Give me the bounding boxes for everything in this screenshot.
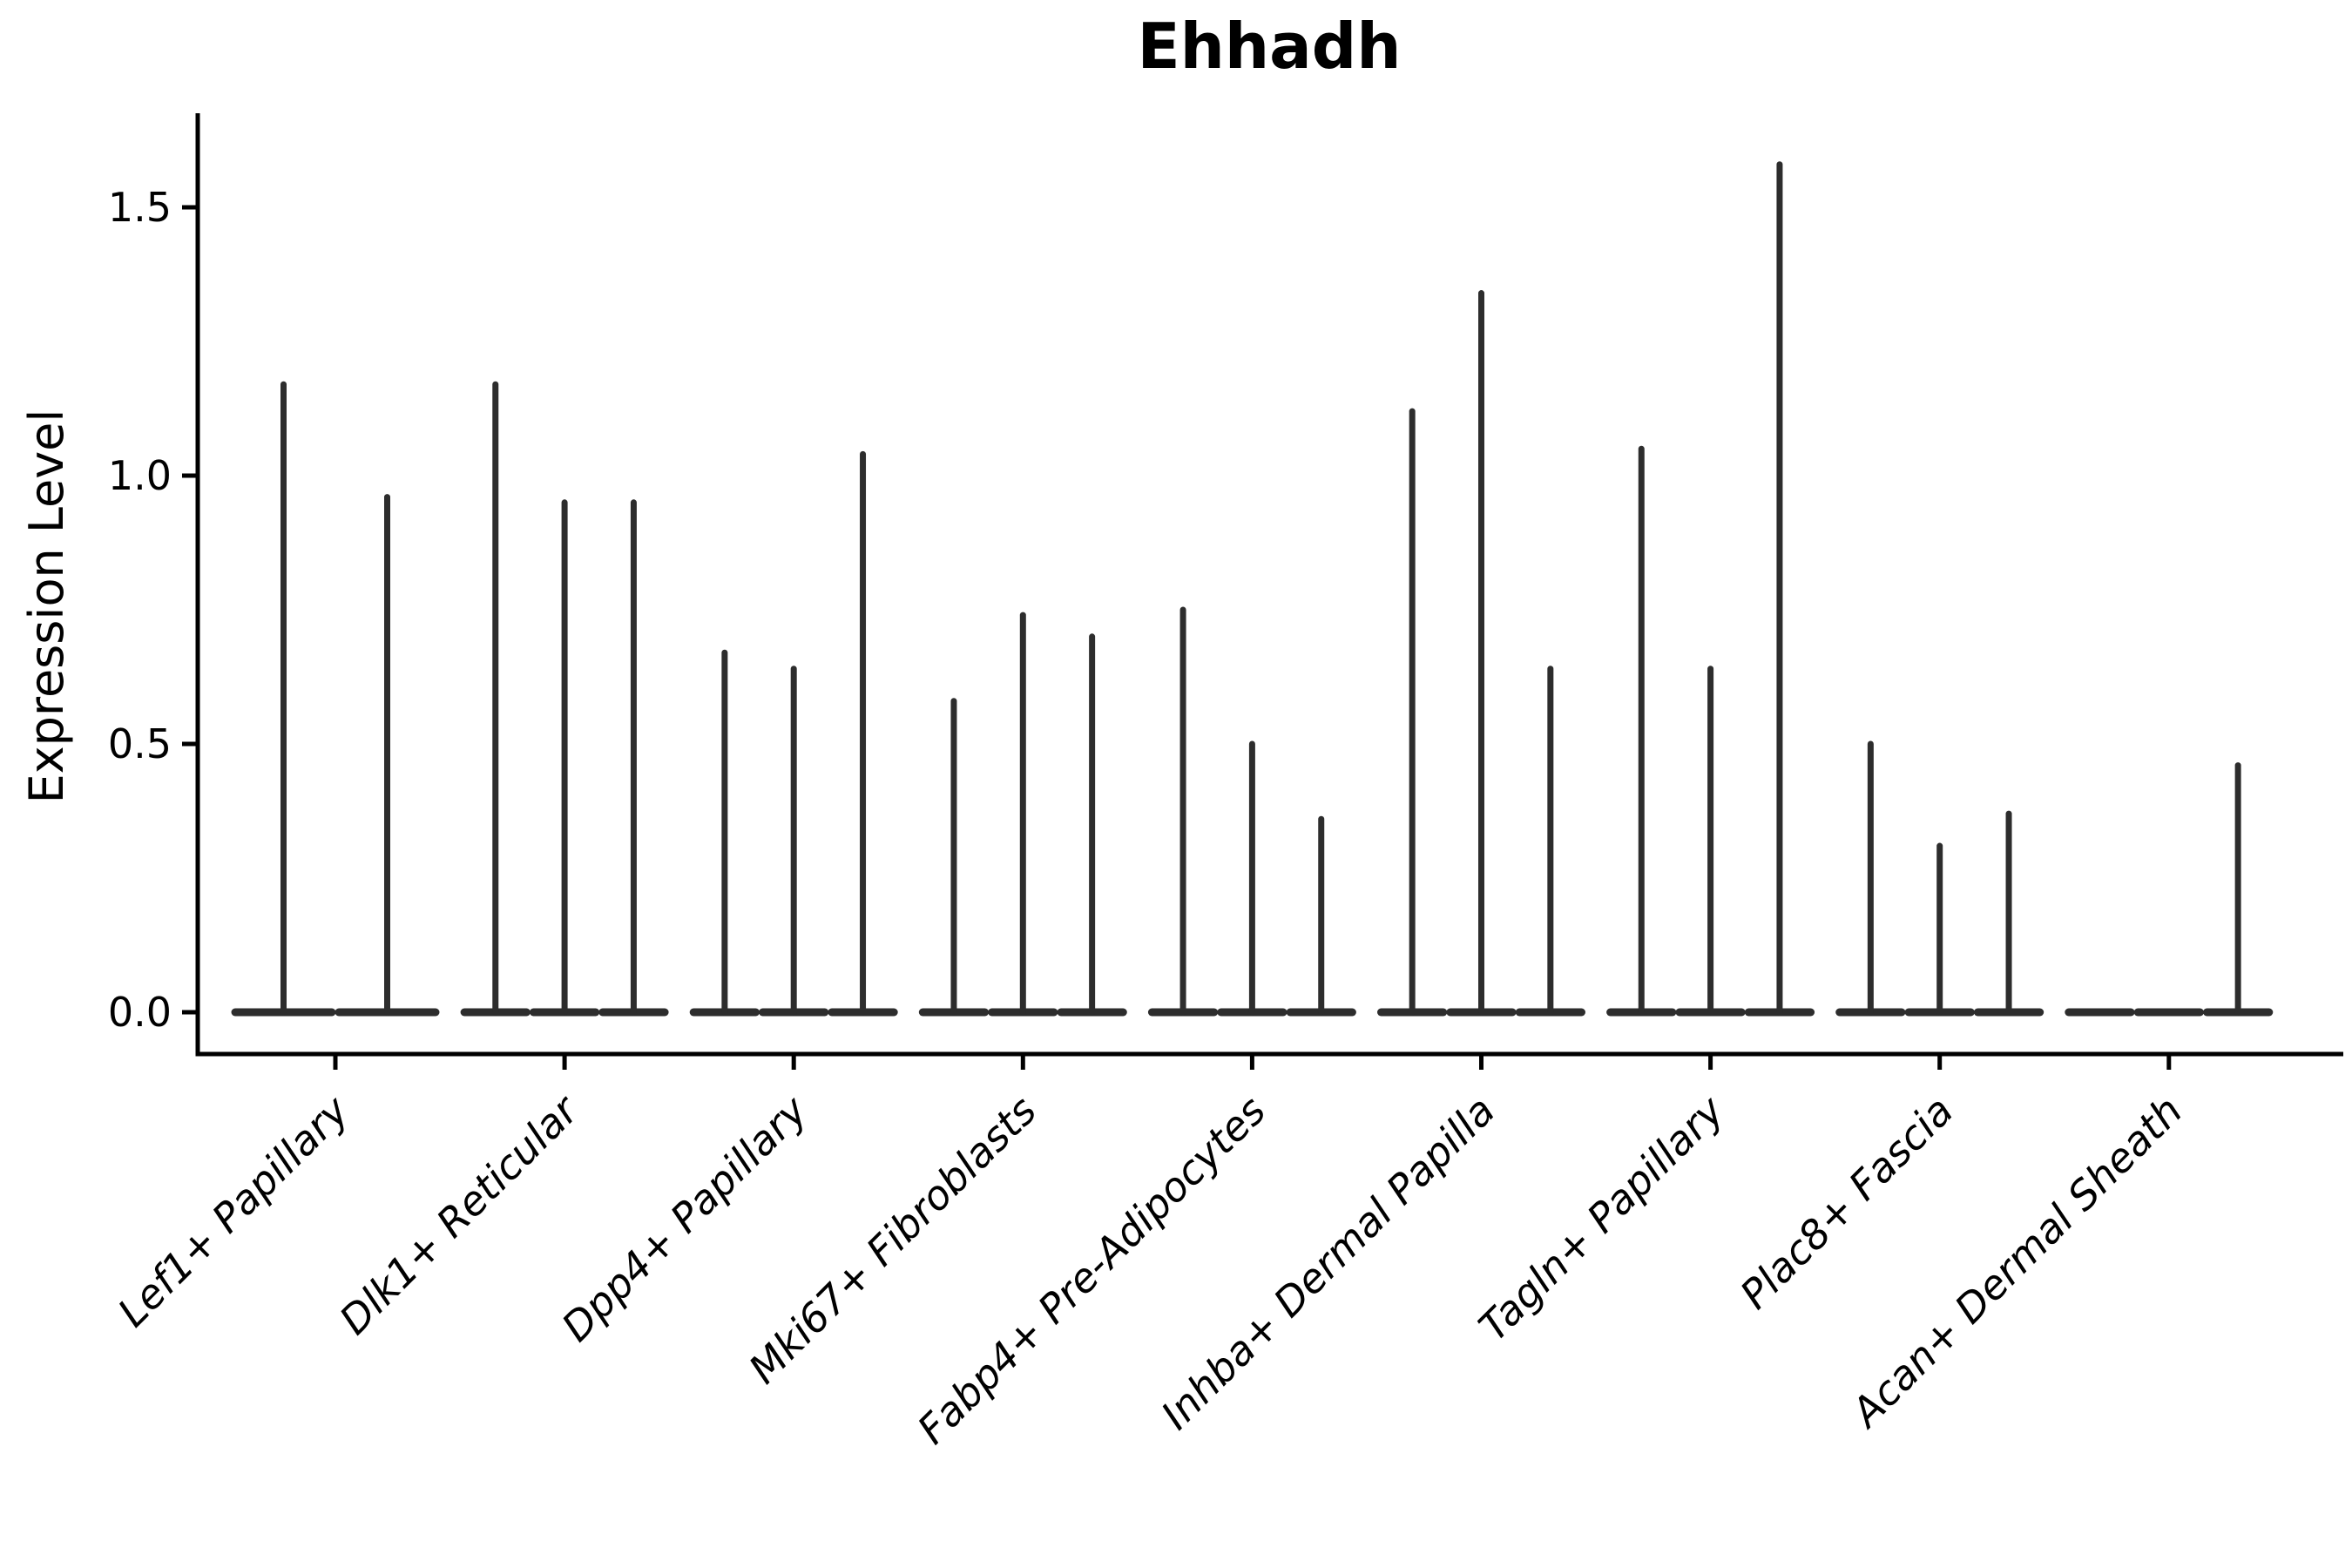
x-category-label: Plac8+ Fascia (1731, 1087, 1962, 1318)
chart-title: Ehhadh (1137, 10, 1401, 83)
y-tick-label: 1.0 (108, 452, 172, 499)
x-category-label: Lef1+ Papillary (109, 1086, 358, 1335)
x-category-label: Tagln+ Papillary (1470, 1086, 1734, 1350)
y-axis-label: Expression Level (19, 409, 74, 804)
y-tick-label: 1.5 (108, 184, 172, 231)
x-category-label: Dlk1+ Reticular (330, 1085, 589, 1343)
y-tick-label: 0.0 (108, 989, 172, 1036)
y-tick-label: 0.5 (108, 720, 172, 767)
x-category-label: Dpp4+ Papillary (552, 1086, 816, 1350)
